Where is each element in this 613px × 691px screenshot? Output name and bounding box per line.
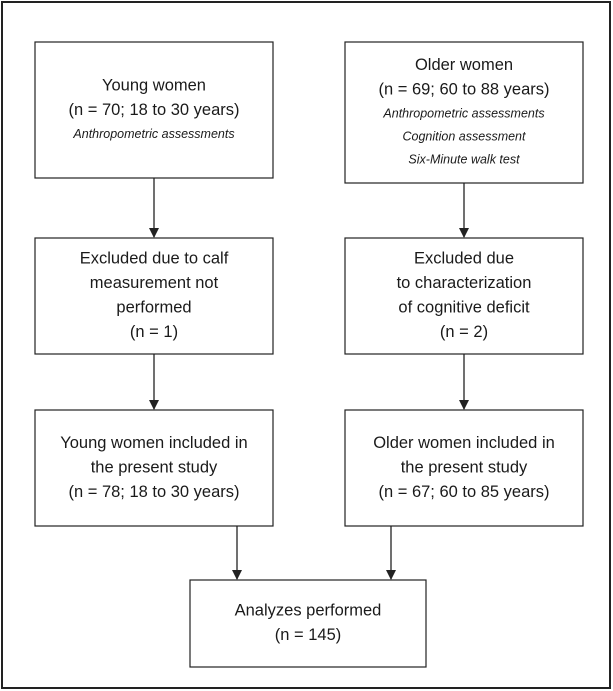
box [344, 237, 584, 355]
box [189, 579, 427, 668]
box-text: Older women included in [373, 434, 555, 452]
box-text: (n = 1) [130, 323, 178, 341]
box-text: of cognitive deficit [398, 299, 530, 317]
box-text: Older women [415, 56, 513, 74]
box [34, 41, 274, 179]
box [344, 409, 584, 527]
box-text: (n = 69; 60 to 88 years) [378, 81, 549, 99]
box-text: the present study [91, 458, 218, 476]
box-text: (n = 78; 18 to 30 years) [68, 483, 239, 501]
box-text: (n = 67; 60 to 85 years) [378, 483, 549, 501]
box-text: Analyzes performed [235, 602, 382, 620]
box-text: (n = 2) [440, 323, 488, 341]
box-text: performed [116, 299, 191, 317]
box-text: Young women [102, 77, 206, 95]
note-text: Six-Minute walk test [408, 152, 520, 166]
note-text: Cognition assessment [403, 129, 527, 143]
box [34, 409, 274, 527]
box-text: measurement not [90, 274, 219, 292]
note-text: Anthropometric assessments [382, 106, 544, 120]
box-text: (n = 145) [275, 626, 342, 644]
box-text: the present study [401, 458, 528, 476]
box-text: Excluded due [414, 250, 514, 268]
box [344, 41, 584, 184]
box-text: to characterization [397, 274, 532, 292]
box-text: Excluded due to calf [80, 250, 229, 268]
box-text: (n = 70; 18 to 30 years) [68, 101, 239, 119]
box [34, 237, 274, 355]
box-text: Young women included in [60, 434, 247, 452]
note-text: Anthropometric assessments [72, 127, 234, 141]
